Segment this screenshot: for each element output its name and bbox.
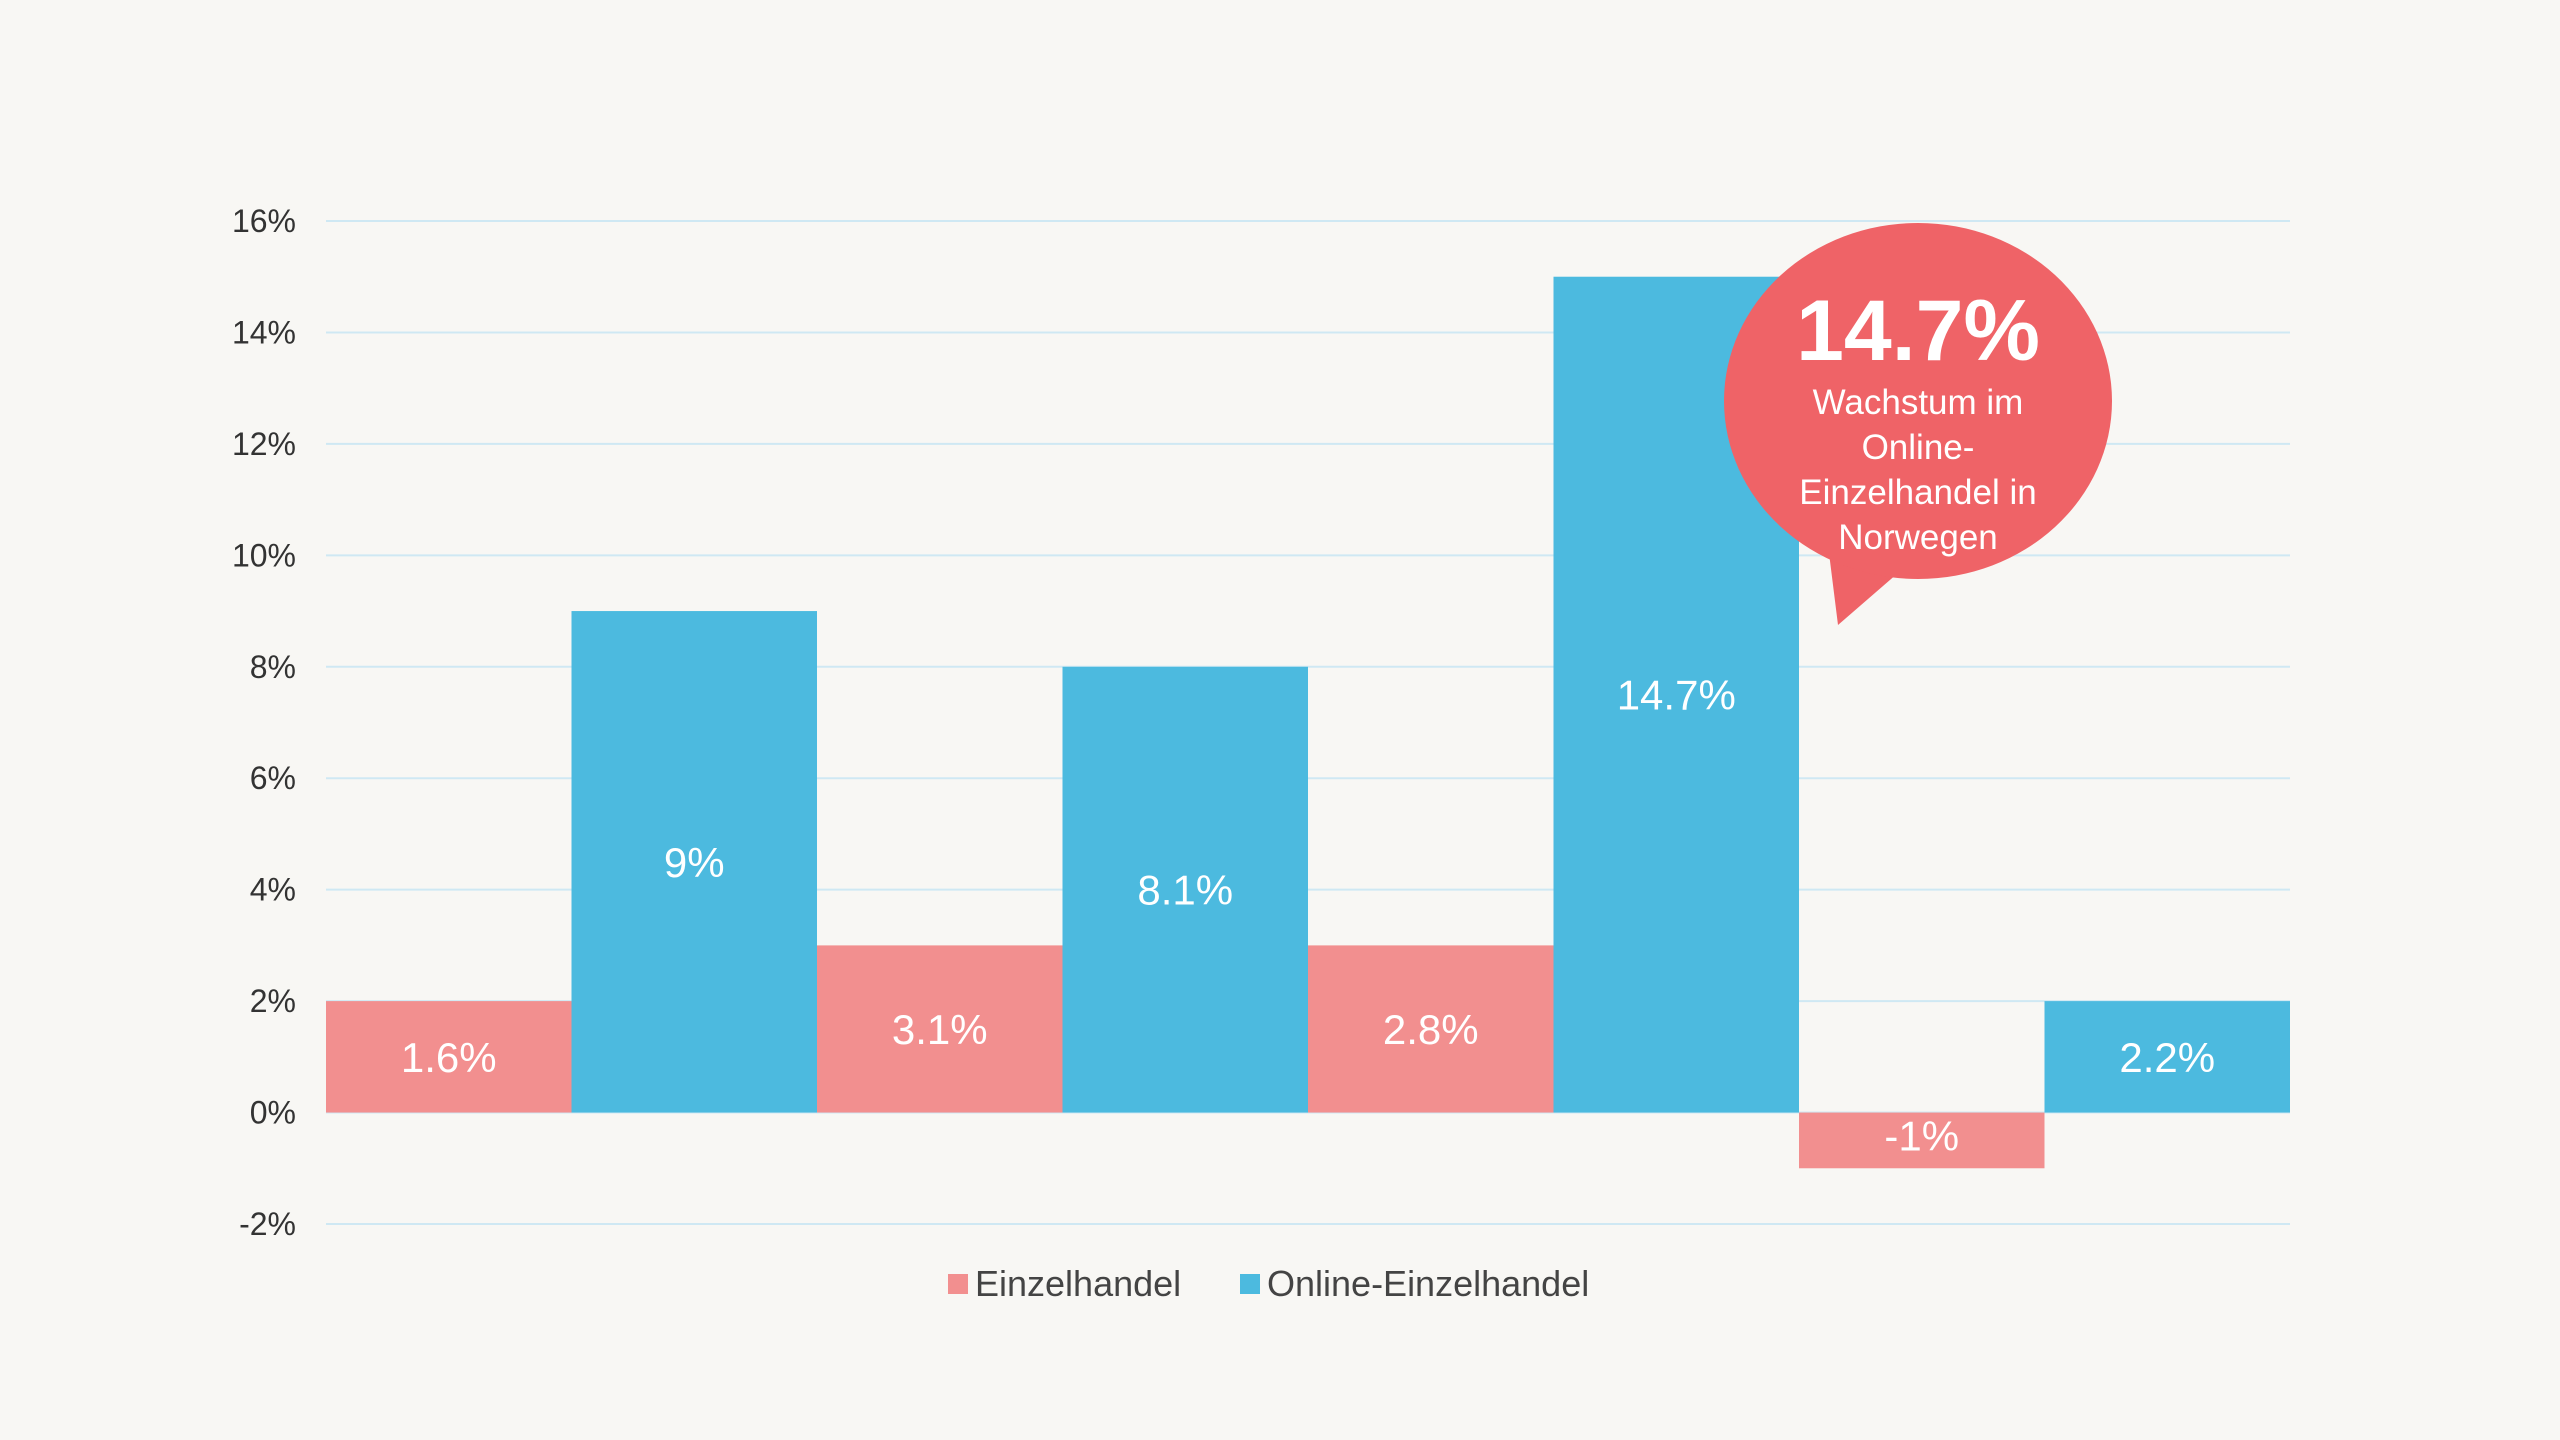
bar-online-einzelhandel-4 — [2044, 1001, 2290, 1113]
callout: 14.7% Wachstum im Online- Einzelhandel i… — [1724, 223, 2112, 625]
legend-label-online-einzelhandel: Online-Einzelhandel — [1267, 1263, 1589, 1304]
y-tick-label: 2% — [250, 983, 296, 1019]
legend-swatch-einzelhandel — [948, 1274, 968, 1294]
bar-label-online-einzelhandel-3: 14.7% — [1617, 672, 1736, 719]
bar-label-online-einzelhandel-2: 8.1% — [1137, 867, 1233, 914]
bar-online-einzelhandel-2 — [1062, 666, 1308, 1113]
legend-swatch-online-einzelhandel — [1240, 1274, 1260, 1294]
bar-online-einzelhandel-1 — [571, 611, 817, 1113]
bar-einzelhandel-4 — [1799, 1112, 2045, 1169]
bar-einzelhandel-3 — [1308, 945, 1554, 1113]
bar-einzelhandel-2 — [817, 945, 1063, 1113]
y-tick-label: 0% — [250, 1095, 296, 1131]
callout-line-1: Wachstum im — [1813, 383, 2024, 422]
bar-label-online-einzelhandel-4: 2.2% — [2119, 1034, 2215, 1081]
bar-einzelhandel-1 — [326, 1001, 572, 1113]
y-tick-label: -2% — [239, 1206, 296, 1242]
bar-label-einzelhandel-4: -1% — [1884, 1113, 1959, 1160]
y-tick-label: 16% — [232, 203, 296, 239]
callout-line-3: Einzelhandel in — [1799, 473, 2036, 512]
callout-line-4: Norwegen — [1838, 518, 1998, 557]
callout-line-2: Online- — [1862, 428, 1975, 467]
y-tick-label: 4% — [250, 872, 296, 908]
legend-label-einzelhandel: Einzelhandel — [975, 1263, 1181, 1304]
legend: Einzelhandel Online-Einzelhandel — [948, 1263, 1589, 1304]
bar-label-online-einzelhandel-1: 9% — [664, 839, 725, 886]
bar-layer — [326, 276, 2290, 1169]
callout-value: 14.7% — [1796, 283, 2040, 379]
label-layer: 1.6% 9% 3.1% 8.1% 2.8% 14.7% -1% 2.2% — [401, 672, 2215, 1160]
bar-label-einzelhandel-3: 2.8% — [1383, 1006, 1479, 1053]
callout-bubble-body — [1724, 223, 2112, 579]
y-tick-label: 8% — [250, 649, 296, 685]
y-tick-label: 10% — [232, 537, 296, 573]
y-tick-label: 12% — [232, 426, 296, 462]
bar-label-einzelhandel-1: 1.6% — [401, 1034, 497, 1081]
bar-label-einzelhandel-2: 3.1% — [892, 1006, 988, 1053]
y-tick-label: 6% — [250, 760, 296, 796]
y-tick-label: 14% — [232, 314, 296, 350]
